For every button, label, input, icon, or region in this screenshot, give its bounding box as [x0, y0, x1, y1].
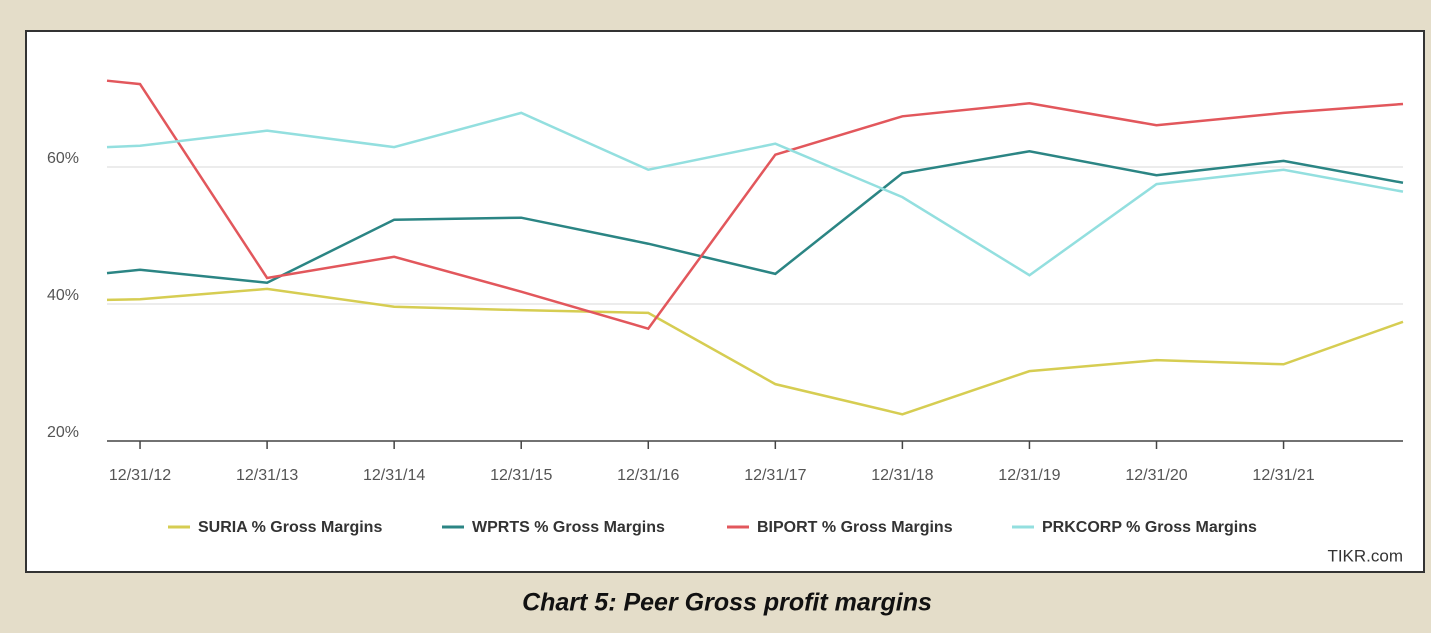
legend-label: WPRTS % Gross Margins [472, 519, 665, 536]
legend-label: SURIA % Gross Margins [198, 519, 382, 536]
x-tick-label: 12/31/21 [1252, 467, 1314, 484]
x-tick-label: 12/31/15 [490, 467, 552, 484]
series-line [106, 79, 1404, 331]
series-line [106, 287, 1404, 416]
source: TIKR.com [1327, 546, 1403, 565]
y-tick-label: 40% [47, 287, 79, 304]
legend-label: PRKCORP % Gross Margins [1042, 519, 1257, 536]
series-line [106, 149, 1404, 285]
x-tick-label: 12/31/19 [998, 467, 1060, 484]
series-line [106, 111, 1404, 277]
y-tick-label: 20% [47, 424, 79, 441]
x-tick-label: 12/31/18 [871, 467, 933, 484]
x-tick-label: 12/31/13 [236, 467, 298, 484]
x-tick-label: 12/31/20 [1125, 467, 1187, 484]
chart-frame [25, 30, 1425, 573]
x-tick-label: 12/31/16 [617, 467, 679, 484]
x-tick-label: 12/31/14 [363, 467, 425, 484]
y-tick-label: 60% [47, 150, 79, 167]
caption: Chart 5: Peer Gross profit margins [522, 589, 932, 617]
legend-label: BIPORT % Gross Margins [757, 519, 953, 536]
x-tick-label: 12/31/12 [109, 467, 171, 484]
x-tick-label: 12/31/17 [744, 467, 806, 484]
